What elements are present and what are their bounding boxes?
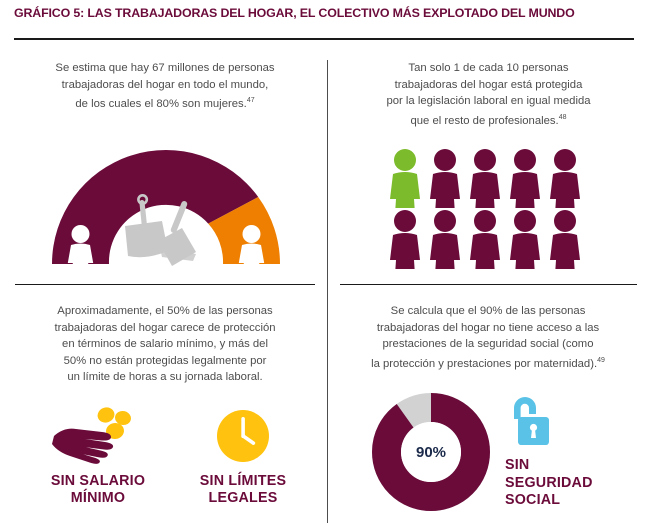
person-figure-unprotected [465, 208, 505, 269]
top-left-description: Se estima que hay 67 millones de persona… [24, 60, 306, 113]
bl-line-3: en términos de salario mínimo, y más del [62, 338, 268, 351]
open-padlock-icon [505, 393, 630, 451]
lock-caption-line-1: SIN [505, 457, 530, 473]
tl-line-3: de los cuales el 80% son mujeres. [75, 97, 247, 110]
bottom-right-description: Se calcula que el 90% de las personas tr… [344, 303, 632, 372]
person-figure-unprotected [505, 208, 545, 269]
horizontal-divider-right [340, 284, 637, 286]
clock-icon [178, 405, 308, 467]
people-pictogram-chart [385, 147, 585, 269]
broom-dustpan-icon [125, 193, 196, 266]
br-line-2: trabajadoras del hogar no tiene acceso a… [376, 321, 600, 334]
female-figure-right-icon [238, 225, 265, 270]
person-figure-protected [385, 147, 425, 208]
vertical-divider [327, 60, 329, 523]
person-figure-unprotected [385, 208, 425, 269]
bl-line-2: trabajadoras del hogar carece de protecc… [54, 321, 276, 334]
no-legal-limits-caption: SIN LÍMITES LEGALES [178, 473, 308, 507]
lock-caption-line-3: SOCIAL [505, 492, 561, 508]
person-figure-unprotected [425, 208, 465, 269]
gauge-segment-women [52, 150, 259, 264]
horizontal-divider-left [15, 284, 315, 286]
tr-line-2: trabajadoras del hogar está protegida [394, 78, 583, 91]
salary-caption-line-2: MÍNIMO [70, 490, 126, 506]
tr-line-4: que el resto de profesionales. [410, 114, 559, 127]
br-line-1: Se calcula que el 90% de las personas [390, 305, 586, 317]
no-minimum-wage-block: SIN SALARIO MÍNIMO [28, 405, 168, 507]
bl-line-5: un límite de horas a su jornada laboral. [67, 371, 263, 384]
bl-line-4: 50% no están protegidas legalmente por [63, 354, 267, 367]
female-figure-left-icon [67, 225, 94, 270]
person-figure-unprotected [545, 208, 585, 269]
bl-line-1: Aproximadamente, el 50% de las personas [57, 305, 273, 317]
social-security-donut-chart: 90% [372, 393, 490, 511]
hand-with-coins-icon [28, 405, 168, 467]
hours-caption-line-2: LEGALES [208, 490, 278, 506]
gender-gauge-chart [46, 138, 286, 270]
tr-line-1: Tan solo 1 de cada 10 personas [408, 62, 569, 74]
tl-line-1: Se estima que hay 67 millones de persona… [55, 62, 275, 74]
tr-line-3: por la legislación laboral en igual medi… [386, 95, 591, 108]
coins-group [97, 407, 131, 440]
salary-caption-line-1: SIN SALARIO [50, 473, 146, 489]
tr-footnote: 48 [558, 113, 567, 121]
person-figure-unprotected [425, 147, 465, 208]
tl-footnote: 47 [246, 97, 255, 105]
top-right-description: Tan solo 1 de cada 10 personas trabajado… [346, 60, 631, 129]
lock-caption-line-2: SEGURIDAD [505, 474, 593, 491]
person-figure-unprotected [505, 147, 545, 208]
no-social-security-block: SIN SEGURIDAD SOCIAL [505, 393, 630, 510]
no-minimum-wage-caption: SIN SALARIO MÍNIMO [28, 473, 168, 507]
padlock-shackle [514, 397, 536, 419]
person-figure-unprotected [465, 147, 505, 208]
tl-line-2: trabajadoras del hogar en todo el mundo, [61, 78, 269, 91]
page-title: GRÁFICO 5: LAS TRABAJADORAS DEL HOGAR, E… [14, 6, 575, 20]
donut-segment-no-access [372, 393, 490, 511]
hand-shape [52, 428, 114, 464]
br-line-3: prestaciones de la seguridad social (com… [382, 338, 594, 351]
no-legal-limits-block: SIN LÍMITES LEGALES [178, 405, 308, 507]
no-social-security-caption: SIN SEGURIDAD SOCIAL [505, 457, 630, 510]
hours-caption-line-1: SIN LÍMITES [199, 473, 287, 489]
br-footnote: 49 [597, 356, 605, 364]
bottom-left-description: Aproximadamente, el 50% de las personas … [24, 303, 306, 386]
header-divider [14, 38, 634, 40]
person-figure-unprotected [545, 147, 585, 208]
br-line-4: la protección y prestaciones por materni… [371, 357, 598, 370]
donut-hole [401, 422, 461, 482]
